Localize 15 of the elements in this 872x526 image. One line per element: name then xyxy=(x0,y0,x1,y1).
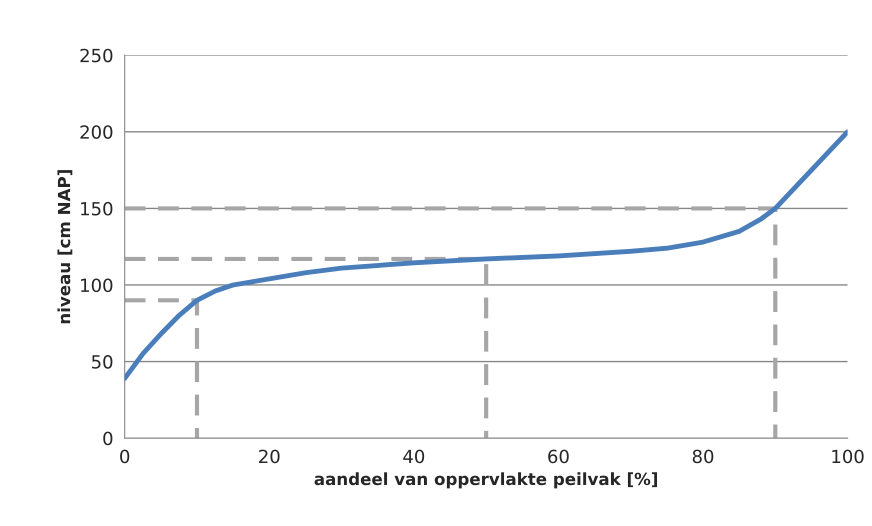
x-tick-label: 100 xyxy=(832,450,864,464)
y-tick-label: 250 xyxy=(80,48,112,62)
x-tick-label: 40 xyxy=(403,450,424,464)
y-tick-label: 150 xyxy=(81,202,112,216)
x-tick-label: 60 xyxy=(548,450,569,464)
x-tick-label: 20 xyxy=(259,450,280,464)
y-tick-label: 0 xyxy=(103,432,112,446)
y-tick-label: 100 xyxy=(81,278,112,292)
y-tick-label: 200 xyxy=(80,125,112,139)
x-tick-label: 0 xyxy=(120,450,130,464)
y-axis-title: niveau [cm NAP] xyxy=(57,170,72,324)
y-tick-label: 50 xyxy=(92,355,112,369)
line-series xyxy=(124,129,848,381)
x-tick-label: 80 xyxy=(692,450,714,464)
x-axis-title: aandeel van oppervlakte peilvak [%] xyxy=(314,472,658,488)
